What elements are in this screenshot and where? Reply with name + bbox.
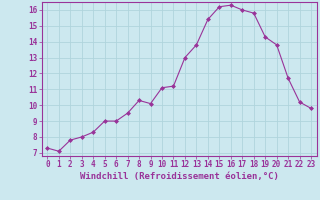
X-axis label: Windchill (Refroidissement éolien,°C): Windchill (Refroidissement éolien,°C) bbox=[80, 172, 279, 181]
